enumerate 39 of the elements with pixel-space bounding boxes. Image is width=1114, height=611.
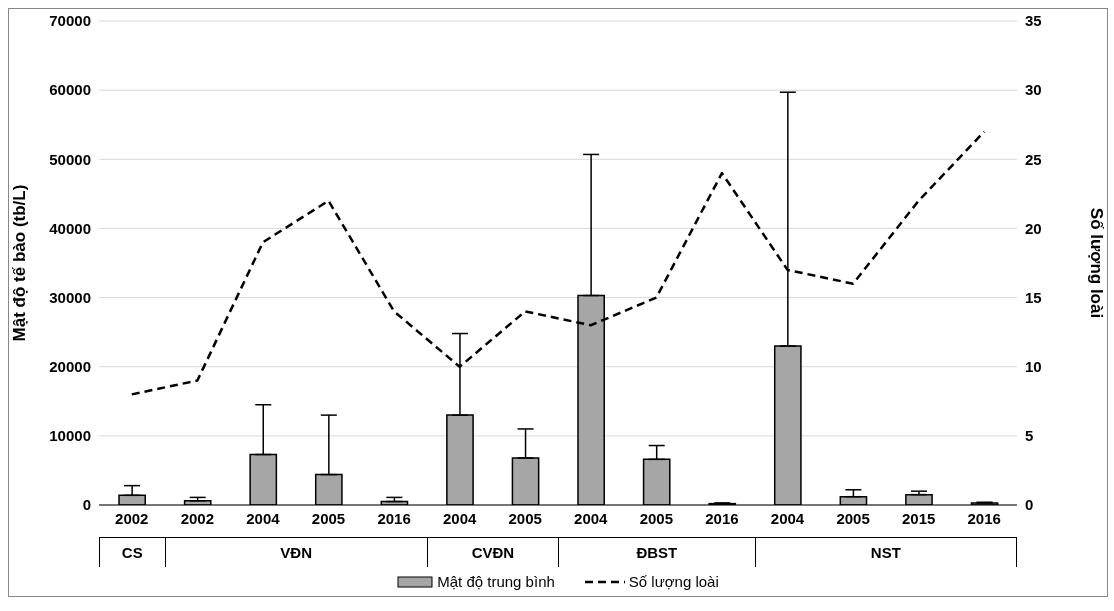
y2-tick-label: 35	[1025, 12, 1042, 30]
x-tick-label: 2002	[180, 509, 215, 527]
text: ĐBST	[558, 537, 755, 567]
x-tick-label: 2005	[639, 509, 674, 527]
x-tick-label: 2016	[705, 509, 739, 527]
x-tick-label: 2015	[901, 509, 936, 527]
x-tick-label: 2004	[442, 509, 477, 527]
x-tick-label: 2004	[770, 509, 805, 527]
y-tick-label: 50000	[49, 150, 91, 168]
x-tick-label: 2005	[311, 509, 346, 527]
text: CS	[99, 537, 165, 567]
y-axis-title: Mật độ tế bào (tb/L)	[10, 184, 30, 342]
legend-label: Mật độ trung bình	[437, 573, 555, 590]
x-tick-label: 2016	[967, 509, 1001, 527]
legend-label: Số lượng loài	[628, 573, 719, 590]
text: CVĐN	[426, 537, 558, 567]
y2-tick-label: 0	[1025, 496, 1034, 514]
y2-tick-label: 20	[1025, 219, 1042, 237]
x-tick-label: 2004	[574, 509, 609, 527]
y-tick-label: 60000	[49, 81, 91, 99]
y2-tick-label: 25	[1025, 150, 1042, 168]
x-tick-label: 2005	[508, 509, 542, 527]
x-tick-label: 2004	[246, 509, 281, 527]
x-tick-label: 2002	[115, 509, 149, 527]
y-tick-label: 30000	[49, 288, 91, 306]
x-tick-label: 2005	[836, 509, 870, 527]
y2-axis-title: Số lượng loài	[1086, 207, 1106, 319]
y2-tick-label: 10	[1025, 358, 1042, 376]
y2-tick-label: 5	[1025, 427, 1034, 445]
text: VĐN	[164, 537, 427, 567]
y-tick-label: 70000	[49, 12, 91, 30]
text: NST	[754, 537, 1017, 567]
y-tick-label: 0	[82, 496, 91, 514]
x-tick-label: 2016	[377, 509, 411, 527]
y-tick-label: 40000	[49, 219, 91, 237]
y-tick-label: 20000	[49, 358, 91, 376]
y-tick-label: 10000	[49, 427, 91, 445]
y2-tick-label: 30	[1025, 81, 1042, 99]
y2-tick-label: 15	[1025, 288, 1042, 306]
